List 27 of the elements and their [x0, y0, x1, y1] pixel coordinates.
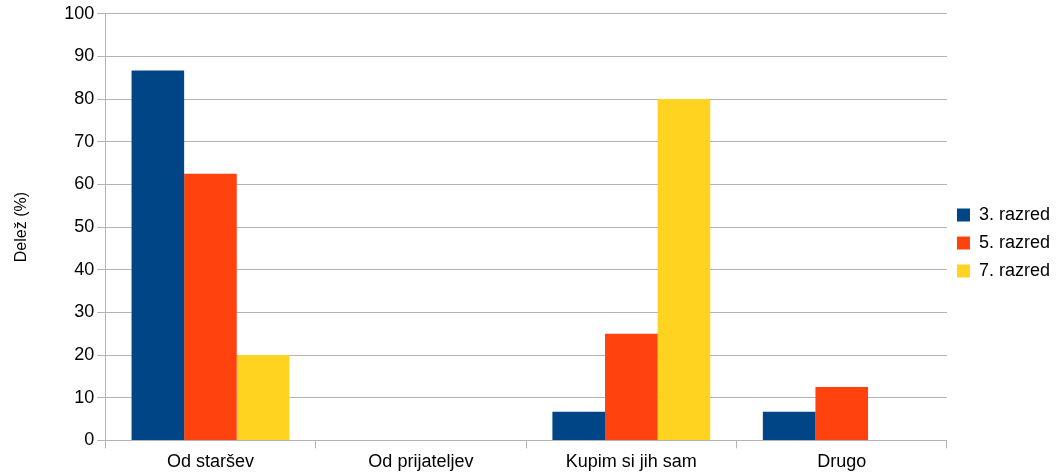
- legend-label: 5. razred: [978, 231, 1051, 252]
- bar: [815, 387, 869, 440]
- x-tick-label: Od prijateljev: [368, 451, 474, 472]
- legend-label: 7. razred: [978, 259, 1051, 280]
- bar: [657, 99, 711, 440]
- bar: [605, 333, 658, 440]
- bar: [184, 173, 237, 440]
- legend-label: 3. razred: [978, 203, 1051, 224]
- x-tick-label: Drugo: [817, 451, 867, 472]
- y-tick-label: 60: [74, 173, 95, 194]
- y-tick-label: 30: [74, 301, 95, 322]
- y-tick-label: 100: [64, 2, 95, 23]
- bar: [131, 70, 185, 440]
- bar: [552, 411, 606, 440]
- bar: [762, 411, 816, 440]
- x-tick-label: Kupim si jih sam: [565, 451, 697, 472]
- x-tick-label: Od staršev: [166, 451, 254, 472]
- y-tick-label: 40: [74, 258, 95, 279]
- y-tick-label: 90: [74, 45, 95, 66]
- y-tick-label: 70: [74, 130, 95, 151]
- y-tick-label: 10: [74, 386, 95, 407]
- bar: [236, 355, 290, 440]
- y-tick-label: 0: [84, 429, 95, 450]
- y-tick-label: 20: [74, 344, 95, 365]
- y-axis-title: Delež (%): [12, 191, 30, 263]
- y-tick-label: 50: [74, 216, 95, 237]
- y-tick-label: 80: [74, 88, 95, 109]
